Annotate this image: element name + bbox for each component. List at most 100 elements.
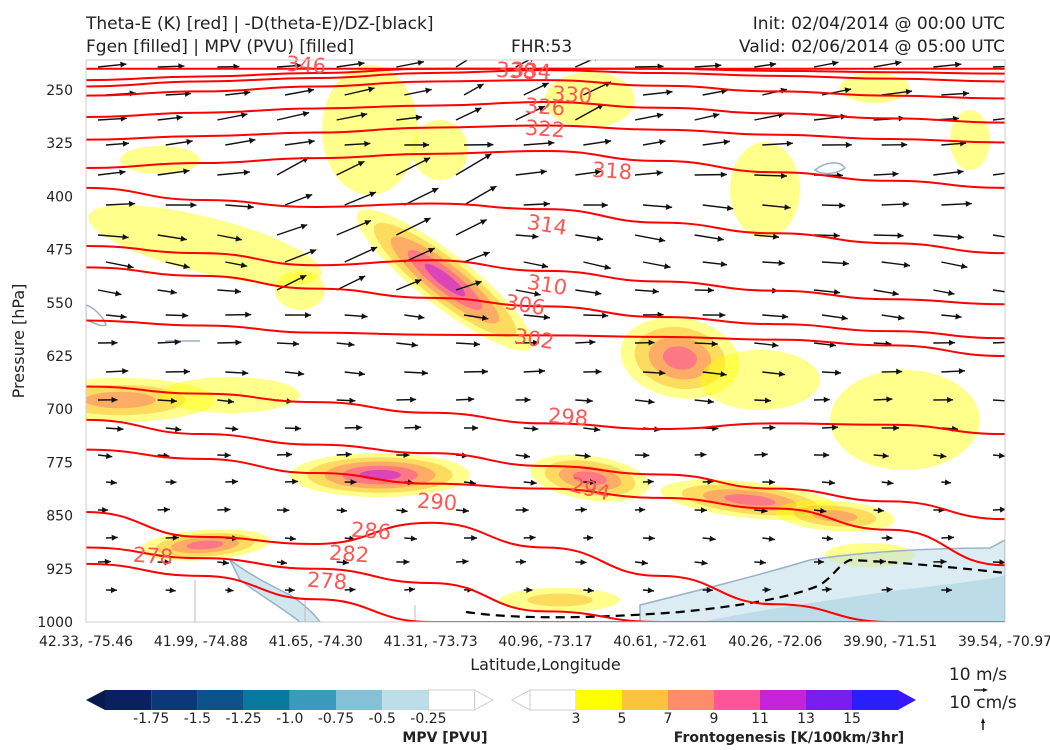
- wind-vector-head: [839, 202, 846, 209]
- wind-vector: [515, 60, 531, 68]
- wind-vector-head: [965, 200, 972, 207]
- x-axis-label: Latitude,Longitude: [470, 655, 621, 674]
- mpv-colorbar-extend-low: [86, 690, 105, 710]
- fgen-blob: [412, 120, 468, 180]
- mpv-area-southeast-core: [700, 575, 1005, 622]
- wind-vector-head: [955, 313, 962, 320]
- wind-vector-head: [834, 369, 842, 376]
- fgen-level-3: [830, 370, 980, 470]
- wind-vector-head: [1019, 168, 1025, 174]
- wind-vector-head: [357, 161, 365, 167]
- wind-vector-head: [348, 341, 355, 348]
- wind-vector: [404, 187, 439, 206]
- wind-vector-head: [761, 451, 768, 458]
- wind-vector-head: [726, 205, 734, 211]
- wind-vector-head: [586, 534, 594, 541]
- wind-vector-head: [780, 172, 787, 179]
- wind-vector-head: [358, 60, 365, 67]
- wind-vector-head: [700, 507, 707, 514]
- wind-vector-head: [945, 587, 953, 594]
- fgen-level-3: [120, 146, 200, 174]
- wind-vector-head: [877, 507, 884, 514]
- fgen-colorbar-extend-high: [898, 690, 916, 710]
- wind-vector-head: [300, 223, 308, 230]
- wind-vector-head: [769, 479, 776, 486]
- wind-vector-head: [487, 141, 494, 148]
- wind-vector-head: [887, 479, 894, 486]
- wind-vector-head: [530, 479, 537, 486]
- wind-vector-head: [421, 369, 428, 376]
- fgen-level-3: [700, 350, 820, 410]
- wind-vector-head: [408, 586, 416, 593]
- theta-e-contour-302: [86, 319, 1005, 357]
- wind-vector-head: [712, 112, 720, 119]
- wind-vector-head: [543, 201, 550, 208]
- wind-vector-head: [120, 313, 127, 320]
- wind-vector-head: [292, 340, 300, 347]
- wind-vector-head: [892, 290, 899, 297]
- fgen-colorbar-label: 15: [843, 711, 861, 727]
- mpv-colorbar-label: -1.25: [225, 711, 261, 727]
- wind-vector-head: [892, 171, 899, 178]
- fgen-blob: [140, 529, 270, 561]
- fgen-level-9: [573, 471, 607, 485]
- wind-vector-head: [414, 279, 422, 285]
- theta-e-label-282: 282: [328, 541, 370, 568]
- wind-vector-head: [411, 341, 418, 348]
- fgen-level-11: [359, 469, 401, 481]
- wind-vector-head: [652, 288, 659, 295]
- x-tick-label: 40.61, -72.61: [613, 634, 707, 650]
- wind-vector-head: [172, 534, 179, 541]
- wind-vector-head: [602, 312, 609, 319]
- wind-vector-head: [170, 288, 177, 295]
- wind-vector-head: [589, 479, 597, 486]
- wind-vector-head: [540, 169, 547, 175]
- wind-vector-head: [999, 559, 1005, 566]
- mpv-colorbar-label: -1.0: [276, 711, 303, 727]
- fgen-level-3: [950, 110, 990, 170]
- wind-vector-head: [823, 396, 830, 403]
- wind-vector-head: [417, 60, 424, 66]
- wind-vector-head: [580, 559, 587, 566]
- wind-vector: [396, 157, 431, 176]
- mpv-colorbar-title: MPV [PVU]: [402, 730, 487, 746]
- wind-vector-head: [240, 112, 248, 119]
- wind-vector-head: [183, 263, 190, 270]
- wind-vector-head: [299, 275, 307, 281]
- wind-vector-head: [292, 478, 299, 485]
- wind-vector-head: [647, 587, 654, 594]
- fgen-level-9: [663, 346, 697, 370]
- theta-e-contour-310: [86, 245, 1005, 306]
- wind-vector-head: [227, 398, 234, 405]
- wind-vector-head: [350, 479, 357, 486]
- fgen-level-3: [275, 270, 325, 310]
- header-title-line-2: Fgen [filled] | MPV (PVU) [filled]: [86, 37, 355, 57]
- wind-vector-head: [543, 314, 550, 321]
- wind-vector-head: [476, 83, 484, 90]
- wind-vector-head: [957, 234, 964, 241]
- fgen-blob: [700, 350, 820, 410]
- mpv-colorbar-swatch: [105, 690, 152, 710]
- theta-e-label-318: 318: [591, 158, 633, 185]
- wind-vector-head: [604, 138, 612, 145]
- wind-vector-head: [483, 251, 490, 258]
- wind-vector-head: [833, 289, 841, 296]
- theta-e-contour-286: [86, 511, 1005, 622]
- fgen-colorbar-label: 3: [572, 711, 581, 727]
- x-tick-label: 40.26, -72.06: [728, 634, 822, 650]
- wind-vector-head: [360, 112, 368, 119]
- circulation-vectors-layer: [97, 54, 1025, 594]
- header-title-line-1: Theta-E (K) [red] | -D(theta-E)/DZ-[blac…: [86, 14, 434, 34]
- wind-vector-head: [895, 60, 902, 67]
- wind-vector-head: [647, 478, 654, 485]
- theta-e-contour-306: [86, 266, 1005, 340]
- wind-vector-head: [470, 54, 477, 60]
- wind-vector: [575, 60, 593, 68]
- wind-vector-head: [297, 370, 305, 377]
- wind-vector: [463, 185, 497, 206]
- wind-vector-head: [423, 141, 430, 148]
- wind-vector-head: [902, 201, 909, 208]
- wind-vector-head: [658, 236, 666, 243]
- fgen-level-3: [545, 72, 635, 128]
- wind-vector-head: [958, 368, 965, 375]
